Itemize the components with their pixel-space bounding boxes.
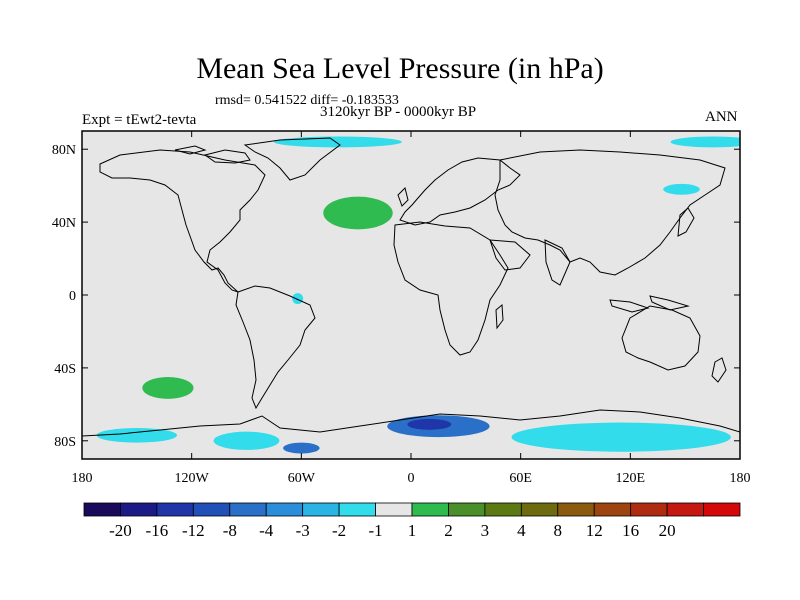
region-south-pacific-positive	[142, 377, 194, 399]
colorbar-swatch	[338, 502, 376, 517]
colorbar-swatch	[703, 502, 741, 517]
region-antarctic-band-east	[511, 422, 731, 452]
colorbar-swatch	[557, 502, 595, 517]
region-kamchatka-negative	[663, 183, 700, 195]
longitude-axis: 180 120W 60W 0 60E 120E 180	[72, 131, 751, 486]
experiment-label: Expt = tEwt2-tevta	[82, 112, 197, 128]
colorbar-label: -2	[332, 521, 346, 540]
colorbar-swatch	[520, 502, 559, 517]
colorbar-label: -20	[109, 521, 132, 540]
lon-tick-label: 180	[730, 471, 751, 486]
lon-tick-label: 180	[72, 471, 93, 486]
colorbar: -20 -16 -12 -8 -4 -3 -2 -1 1 2 3 4 8 12 16 20	[83, 502, 741, 540]
map-title: Mean Sea Level Pressure (in hPa)	[196, 52, 604, 85]
colorbar-swatch	[229, 502, 267, 517]
lon-tick-label: 60W	[288, 471, 316, 486]
region-antarctic-band-west	[96, 428, 178, 443]
lon-tick-label: 120W	[175, 471, 210, 486]
region-amundsen-negative	[283, 442, 320, 454]
colorbar-label: 4	[517, 521, 526, 540]
colorbar-label: 2	[444, 521, 453, 540]
period-text: 3120kyr BP - 0000kyr BP	[320, 104, 477, 120]
colorbar-swatch	[375, 502, 413, 517]
plot-background	[82, 131, 740, 459]
colorbar-label: 1	[408, 521, 417, 540]
colorbar-label: 3	[481, 521, 490, 540]
colorbar-swatch	[666, 502, 704, 517]
colorbar-label: 20	[659, 521, 676, 540]
lat-tick-label: 40N	[52, 216, 76, 231]
lat-tick-label: 0	[69, 289, 76, 304]
anomaly-regions	[96, 136, 740, 454]
colorbar-label: -1	[368, 521, 382, 540]
colorbar-label: -3	[296, 521, 310, 540]
colorbar-label: 12	[586, 521, 603, 540]
colorbar-swatch	[156, 502, 194, 517]
colorbar-swatch	[302, 502, 340, 517]
coastlines	[82, 137, 740, 437]
latitude-axis: 80N 40N 0 40S 80S	[52, 143, 740, 450]
colorbar-swatch	[83, 502, 121, 517]
region-weddell-negative-inner	[407, 418, 452, 430]
colorbar-label: 8	[554, 521, 563, 540]
lat-tick-label: 40S	[54, 362, 76, 377]
colorbar-label: -8	[223, 521, 237, 540]
colorbar-swatch	[411, 502, 449, 517]
colorbar-swatch	[192, 502, 231, 517]
lat-tick-label: 80S	[54, 435, 76, 450]
region-north-atlantic-positive	[323, 196, 393, 230]
season-label: ANN	[705, 109, 738, 125]
colorbar-label: -4	[259, 521, 274, 540]
colorbar-swatch	[630, 502, 668, 517]
lon-tick-label: 120E	[616, 471, 646, 486]
colorbar-label: -12	[182, 521, 205, 540]
stats-text: rmsd= 0.541522 diff= -0.183533	[215, 93, 399, 108]
colorbar-label: 16	[622, 521, 639, 540]
region-arctic-east-negative	[670, 136, 740, 148]
colorbar-swatch	[593, 502, 632, 517]
lat-tick-label: 80N	[52, 143, 76, 158]
lon-tick-label: 0	[408, 471, 415, 486]
colorbar-swatch	[448, 502, 486, 517]
colorbar-swatch	[120, 502, 158, 517]
lon-tick-label: 60E	[509, 471, 532, 486]
colorbar-label: -16	[146, 521, 169, 540]
colorbar-swatch	[265, 502, 304, 517]
region-arctic-greenland-negative	[273, 136, 402, 148]
region-amazon-negative	[292, 293, 304, 305]
region-ross-sea-negative	[213, 431, 280, 450]
colorbar-swatch	[484, 502, 522, 517]
